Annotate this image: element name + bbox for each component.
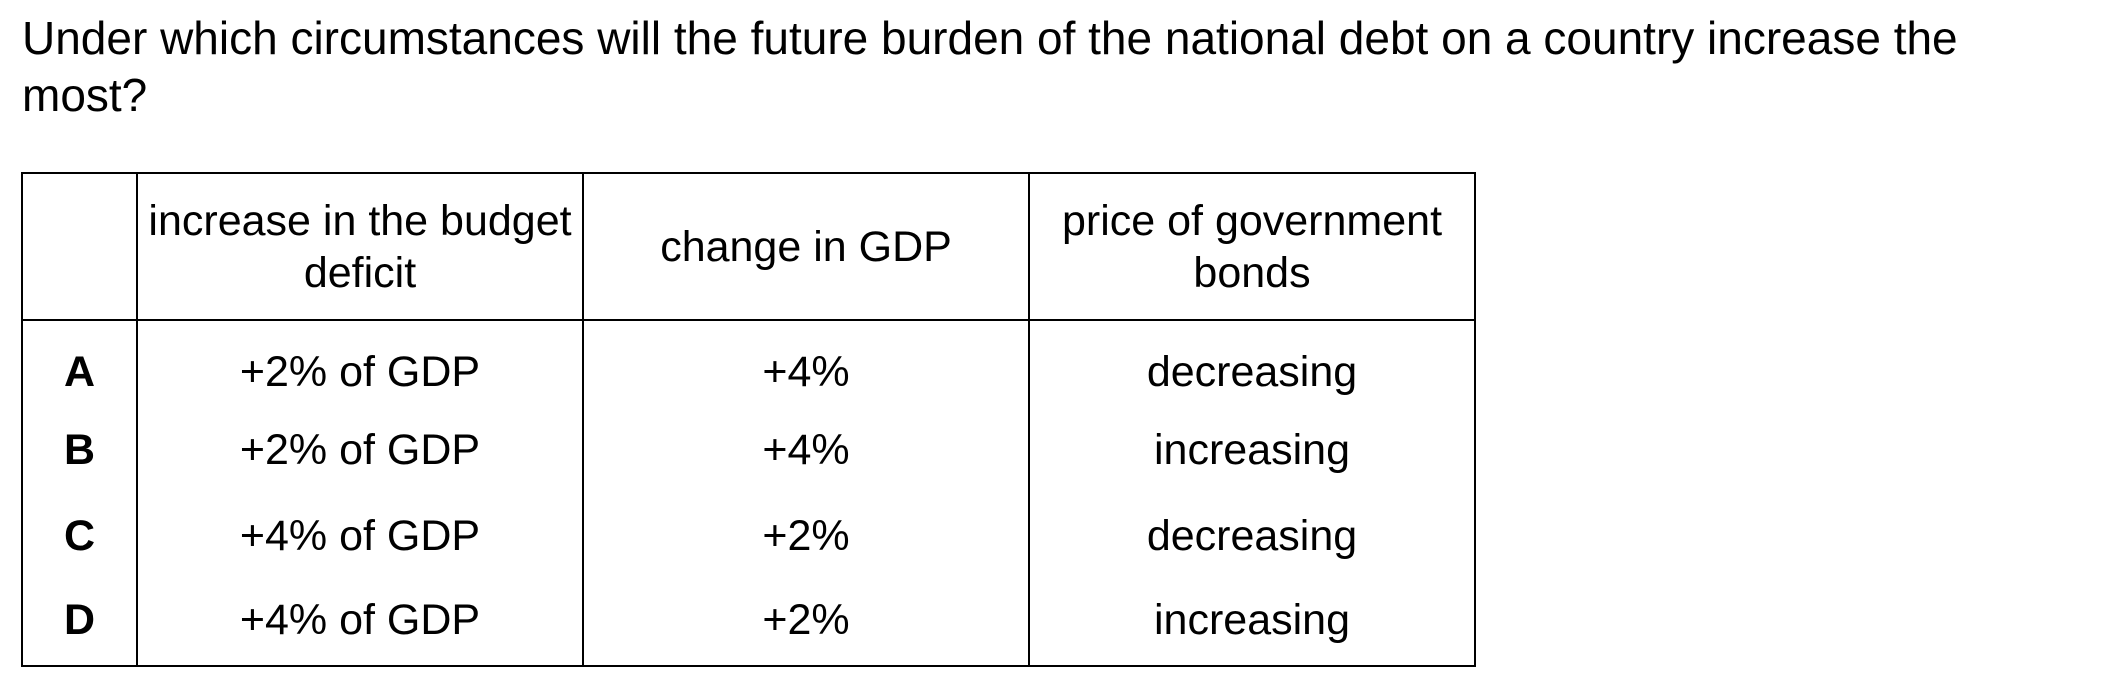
table-row-a: A +2% of GDP +4% decreasing	[21, 320, 1476, 407]
budget-deficit-cell: +2% of GDP	[136, 320, 584, 407]
bond-price-cell: decreasing	[1028, 320, 1476, 407]
option-letter: C	[21, 493, 138, 579]
gdp-change-cell: +4%	[582, 407, 1030, 493]
header-budget-deficit: increase in the budget deficit	[136, 172, 584, 321]
budget-deficit-cell: +4% of GDP	[136, 493, 584, 579]
gdp-change-cell: +2%	[582, 493, 1030, 579]
budget-deficit-cell: +2% of GDP	[136, 407, 584, 493]
header-change-in-gdp: change in GDP	[582, 172, 1030, 321]
gdp-change-cell: +2%	[582, 579, 1030, 667]
table-row-b: B +2% of GDP +4% increasing	[21, 407, 1476, 493]
bond-price-cell: decreasing	[1028, 493, 1476, 579]
option-letter: D	[21, 579, 138, 667]
budget-deficit-cell: +4% of GDP	[136, 579, 584, 667]
option-letter: A	[21, 320, 138, 407]
table-header-row: increase in the budget deficit change in…	[21, 172, 1476, 321]
header-bond-price: price of government bonds	[1028, 172, 1476, 321]
options-table: increase in the budget deficit change in…	[21, 172, 1476, 667]
question-text: Under which circumstances will the futur…	[22, 12, 1958, 121]
bond-price-cell: increasing	[1028, 407, 1476, 493]
option-letter: B	[21, 407, 138, 493]
table-row-c: C +4% of GDP +2% decreasing	[21, 493, 1476, 579]
table-row-d: D +4% of GDP +2% increasing	[21, 579, 1476, 667]
header-letter	[21, 172, 138, 321]
bond-price-cell: increasing	[1028, 579, 1476, 667]
gdp-change-cell: +4%	[582, 320, 1030, 407]
